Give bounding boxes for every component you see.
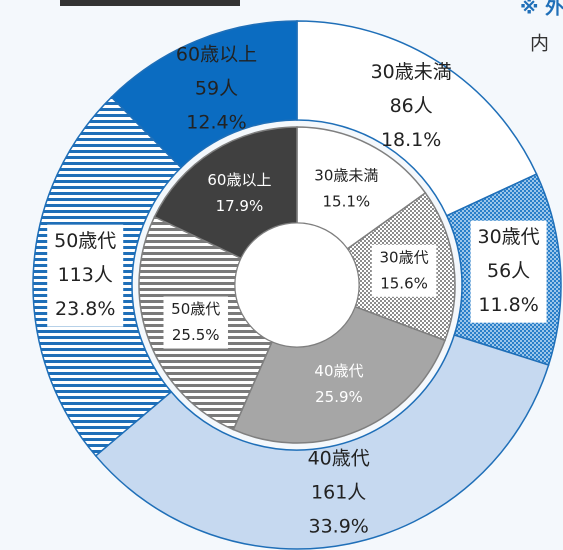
data-label: 25.9% bbox=[315, 388, 363, 406]
data-label: 113人 bbox=[58, 264, 113, 286]
data-label: 23.8% bbox=[55, 298, 115, 320]
data-label: 161人 bbox=[311, 481, 366, 503]
data-label: 15.6% bbox=[380, 274, 428, 292]
data-label: 17.9% bbox=[216, 197, 264, 215]
cut-off-header bbox=[60, 0, 240, 6]
donut-segment bbox=[94, 334, 550, 550]
data-label: 86人 bbox=[390, 95, 433, 117]
data-label: 40歳代 bbox=[314, 362, 363, 380]
data-label: 15.1% bbox=[323, 192, 371, 210]
donut-segment bbox=[296, 20, 538, 217]
label-background bbox=[470, 220, 547, 323]
data-label: 11.8% bbox=[478, 294, 538, 316]
data-label: 30歳代 bbox=[477, 226, 539, 248]
data-label: 60歳以上 bbox=[176, 43, 257, 65]
data-label: 50歳代 bbox=[54, 230, 116, 252]
donut-segment bbox=[110, 20, 298, 169]
data-label: 30歳未満 bbox=[314, 166, 378, 184]
data-label: 18.1% bbox=[381, 129, 441, 151]
data-label: 40歳代 bbox=[308, 447, 370, 469]
note: 内 bbox=[530, 33, 549, 55]
data-label: 59人 bbox=[195, 77, 238, 99]
label-background bbox=[163, 296, 228, 349]
data-label: 50歳代 bbox=[171, 300, 220, 318]
data-label: 56人 bbox=[487, 260, 530, 282]
note: ※ 外 bbox=[520, 0, 563, 19]
label-background bbox=[47, 224, 124, 327]
donut-hole bbox=[234, 222, 360, 348]
data-label: 25.5% bbox=[172, 326, 220, 344]
data-label: 33.9% bbox=[309, 515, 369, 537]
data-label: 30歳代 bbox=[380, 248, 429, 266]
data-label: 12.4% bbox=[186, 111, 246, 133]
label-background bbox=[371, 244, 437, 297]
data-label: 30歳未満 bbox=[371, 61, 452, 83]
data-label: 60歳以上 bbox=[207, 171, 271, 189]
